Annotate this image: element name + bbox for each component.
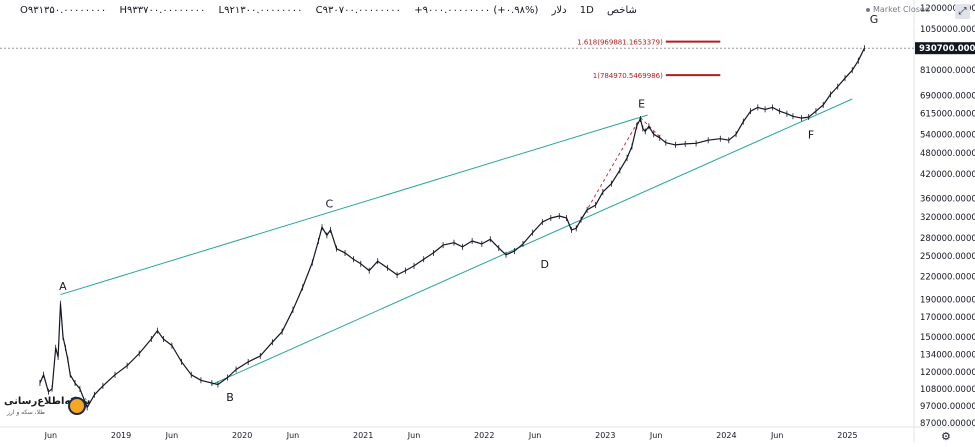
time-tick-label: 2025 — [837, 431, 857, 440]
market-status: Market Closed — [866, 5, 930, 14]
ohlc-change: +۹۰۰۰.۰۰۰۰۰۰۰۰ (+۰.۹۸%) — [414, 5, 539, 16]
price-tick-label: 1050000.00000000 — [920, 25, 975, 35]
wave-label-A: A — [59, 280, 67, 293]
time-tick-label: 2022 — [474, 431, 494, 440]
price-series-line — [39, 47, 865, 408]
price-tick-label: 280000.00000000 — [920, 234, 975, 244]
wave-label-B: B — [226, 391, 234, 404]
time-tick-label: 2020 — [232, 431, 252, 440]
market-status-label: Market Closed — [873, 5, 930, 14]
time-tick-label: 2019 — [111, 431, 131, 440]
price-tick-label: 250000.00000000 — [920, 252, 975, 262]
price-tick-label: 540000.00000000 — [920, 130, 975, 140]
time-tick-label: Jun — [528, 431, 542, 440]
price-tick-label: 615000.00000000 — [920, 110, 975, 120]
price-tick-label: 190000.00000000 — [920, 295, 975, 305]
currency-label: دلار — [551, 5, 567, 16]
time-tick-label: Jun — [165, 431, 179, 440]
expand-icon: ⤢ — [958, 6, 967, 17]
price-tick-label: 420000.00000000 — [920, 170, 975, 180]
time-tick-label: Jun — [407, 431, 421, 440]
price-tick-label: 134000.00000000 — [920, 351, 975, 361]
last-price-label: 930700.00000000 — [919, 44, 975, 54]
time-tick-label: Jun — [770, 431, 784, 440]
last-price-badge — [915, 42, 975, 55]
price-tick-label: 120000.00000000 — [920, 368, 975, 378]
ohlc-low: L۹۲۱۳۰۰.۰۰۰۰۰۰۰۰ — [218, 5, 303, 16]
settings-gear-icon[interactable]: ⚙ — [941, 430, 951, 443]
fib-level-label: 1(784970.5469986) — [593, 72, 663, 80]
expand-button[interactable]: ⤢ — [955, 4, 970, 19]
time-tick-label: 2021 — [353, 431, 373, 440]
ohlc-high: H۹۳۳۷۰۰.۰۰۰۰۰۰۰۰ — [119, 5, 206, 16]
logo-name: شبکه‌اطلاع‌رسانی — [4, 396, 91, 407]
interval-label[interactable]: 1D — [579, 5, 594, 16]
wave-label-F: F — [808, 129, 814, 142]
price-tick-label: 360000.00000000 — [920, 194, 975, 204]
price-tick-label: 810000.00000000 — [920, 66, 975, 76]
price-tick-label: 87000.00000000 — [920, 419, 975, 429]
wave-label-E: E — [638, 97, 645, 110]
wave-label-D: D — [541, 258, 549, 271]
symbol-name: شاخص — [607, 5, 637, 16]
chart-header: شاخص 1D دلار O۹۳۱۳۵۰.۰۰۰۰۰۰۰۰ H۹۳۳۷۰۰.۰۰… — [10, 5, 637, 16]
price-tick-label: 108000.00000000 — [920, 385, 975, 395]
trendline-upper — [60, 114, 648, 296]
ohlc-close: C۹۳۰۷۰۰.۰۰۰۰۰۰۰۰ — [315, 5, 402, 16]
trendline-lower — [211, 98, 853, 385]
time-tick-label: 2023 — [595, 431, 615, 440]
brand-logo: شبکه‌اطلاع‌رسانی طلا، سکه و ارز — [4, 396, 90, 418]
status-dot-icon — [866, 7, 870, 12]
logo-coin-icon — [68, 397, 86, 415]
price-tick-label: 480000.00000000 — [920, 149, 975, 159]
ohlc-open: O۹۳۱۳۵۰.۰۰۰۰۰۰۰۰ — [20, 5, 107, 16]
price-tick-label: 170000.00000000 — [920, 313, 975, 323]
price-tick-label: 97000.00000000 — [920, 402, 975, 412]
price-tick-label: 150000.00000000 — [920, 333, 975, 343]
price-tick-label: 220000.00000000 — [920, 272, 975, 282]
time-tick-label: 2024 — [716, 431, 736, 440]
time-tick-label: Jun — [44, 431, 58, 440]
fib-level-label: 1.618(969881.1653379) — [577, 39, 663, 47]
price-tick-label: 320000.00000000 — [920, 213, 975, 223]
wave-label-C: C — [325, 197, 333, 210]
wave-label-G: G — [870, 13, 879, 26]
price-tick-label: 690000.00000000 — [920, 92, 975, 102]
time-tick-label: Jun — [649, 431, 663, 440]
time-tick-label: Jun — [286, 431, 300, 440]
price-tick-label: 1200000.00000000 — [920, 4, 975, 14]
logo-subtitle: طلا، سکه و ارز — [7, 409, 45, 416]
